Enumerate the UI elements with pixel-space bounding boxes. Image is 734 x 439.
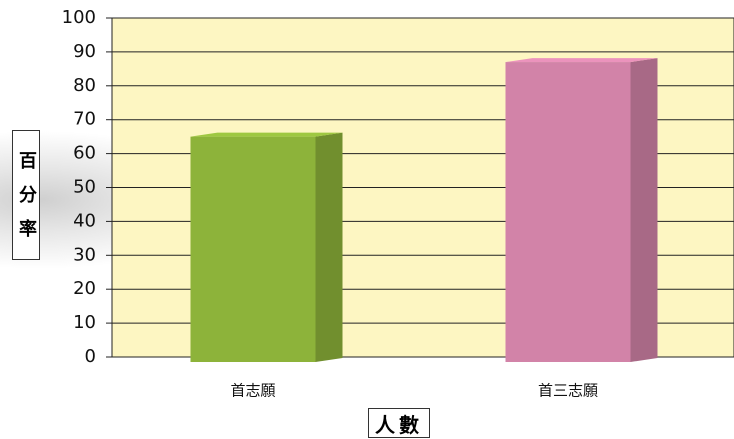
y-tick-label: 30 <box>73 244 96 265</box>
y-tick-label: 100 <box>62 7 96 28</box>
y-tick-label: 70 <box>73 109 96 130</box>
x-tick-label: 首志願 <box>230 382 275 400</box>
page: 0 10 20 30 40 50 60 70 80 90 100 首志願 首三志願 百分率 人數 <box>0 0 734 439</box>
y-tick-label: 60 <box>73 143 96 164</box>
bar <box>506 62 631 362</box>
bar-side <box>631 58 658 362</box>
x-axis-label: 人數 <box>368 408 430 438</box>
y-tick-label: 40 <box>73 210 96 231</box>
bar-side <box>316 133 343 362</box>
y-tick-label: 10 <box>73 312 96 333</box>
x-tick-label: 首三志願 <box>538 382 598 400</box>
y-axis-label: 百分率 <box>12 130 40 260</box>
y-tick-label: 80 <box>73 75 96 96</box>
y-tick-label: 50 <box>73 177 96 198</box>
chart: 0 10 20 30 40 50 60 70 80 90 100 首志願 首三志願 <box>0 0 734 439</box>
y-tick-label: 20 <box>73 278 96 299</box>
y-tick-label: 0 <box>85 346 96 367</box>
bar <box>191 137 316 362</box>
y-tick-label: 90 <box>73 41 96 62</box>
